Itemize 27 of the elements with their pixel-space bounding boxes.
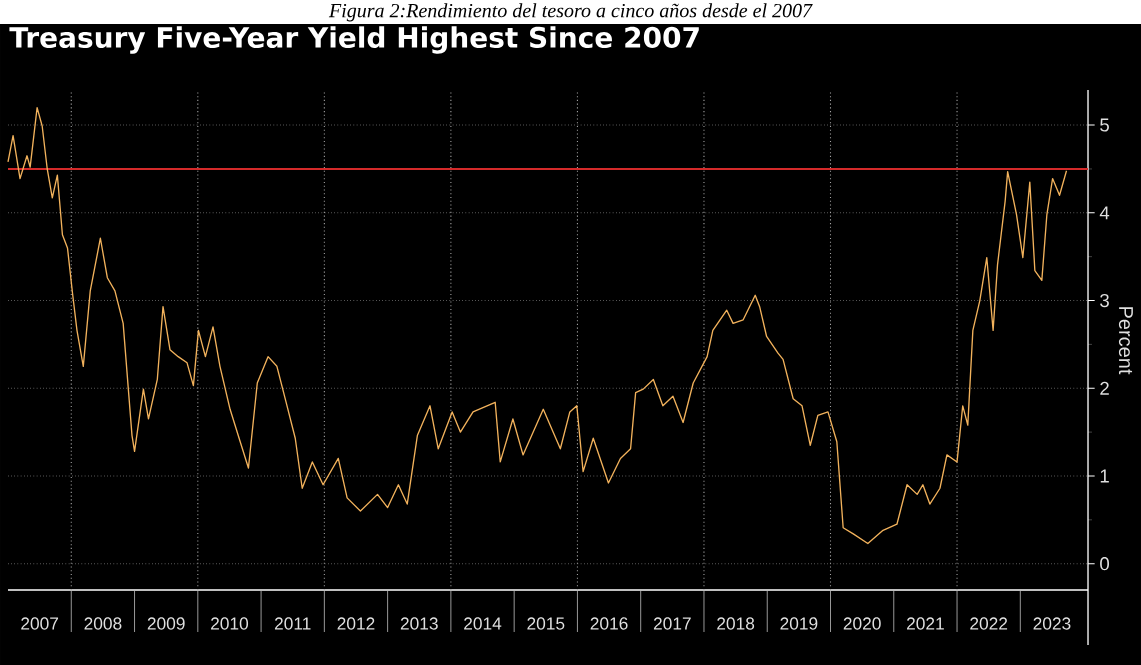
x-tick-label: 2019 [780, 617, 818, 630]
x-tick-label: 2011 [274, 617, 311, 630]
x-tick-label: 2007 [21, 617, 59, 630]
x-tick-label: 2022 [970, 617, 1008, 630]
y-tick-label: 4 [1099, 206, 1110, 220]
x-tick-label: 2021 [907, 617, 944, 630]
line-series [7, 106, 1068, 545]
x-tick-label: 2013 [400, 617, 438, 630]
y-tick-label: 2 [1100, 381, 1109, 395]
x-tick-label: 2017 [653, 617, 691, 630]
y-tick-label: 0 [1100, 557, 1110, 571]
y-tick-label: 3 [1100, 293, 1109, 308]
chart-title: Treasury Five-Year Yield Highest Since 2007 [9, 26, 699, 54]
x-tick-label: 2014 [464, 617, 502, 630]
y-axis-title: Percent [1118, 307, 1133, 375]
x-tick-label: 2023 [1033, 617, 1071, 630]
x-tick-label: 2015 [527, 617, 565, 630]
x-tick-label: 2012 [337, 617, 375, 630]
x-tick-label: 2018 [717, 617, 755, 630]
y-tick-label: 1 [1100, 469, 1109, 483]
x-tick-label: 2008 [84, 617, 122, 630]
x-tick-label: 2010 [211, 617, 249, 630]
x-tick-label: 2009 [147, 617, 185, 630]
x-tick-label: 2020 [843, 617, 881, 630]
y-tick-label: 5 [1100, 118, 1109, 132]
x-tick-label: 2016 [590, 617, 628, 630]
text: Figura 2:Rendimiento del tesoro a cinco años desde el 2007 [328, 3, 813, 22]
